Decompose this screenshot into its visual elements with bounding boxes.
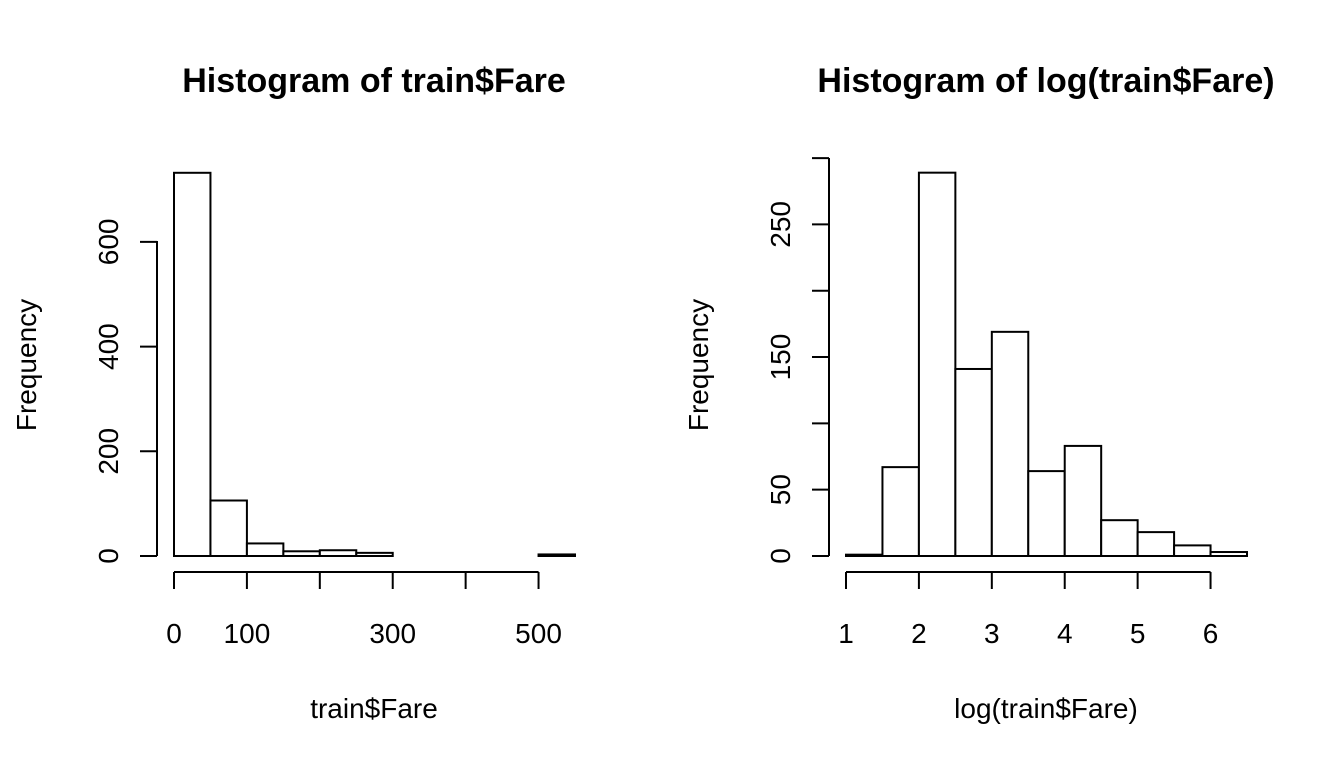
- histogram-bar: [1100, 519, 1139, 557]
- histogram-bar: [355, 551, 394, 558]
- y-axis-title: Frequency: [11, 299, 42, 431]
- histogram-bar: [173, 171, 212, 557]
- x-tick-label: 0: [166, 618, 182, 649]
- histogram-bar: [954, 367, 993, 557]
- x-tick-label: 1: [838, 618, 854, 649]
- y-tick-label: 0: [765, 548, 796, 564]
- y-tick-label: 400: [93, 323, 124, 370]
- y-tick-label: 600: [93, 219, 124, 266]
- y-tick-label: 200: [93, 428, 124, 475]
- x-tick-label: 100: [224, 618, 271, 649]
- histogram-fare-panel: Histogram of train$Fare 0 100 300 500 0 200 400…: [11, 62, 577, 724]
- y-tick-label: 150: [765, 334, 796, 381]
- histogram-bar: [318, 549, 358, 558]
- x-tick-label: 5: [1130, 618, 1146, 649]
- histogram-bar: [245, 542, 285, 557]
- histogram-bar: [881, 466, 920, 557]
- histogram-log-fare-panel: Histogram of log(train$Fare) 1 2 3 4 5 6 0 50 150…: [683, 62, 1275, 724]
- x-tick-label: 500: [515, 618, 562, 649]
- x-axis-title: train$Fare: [310, 693, 438, 724]
- histogram-bar: [990, 330, 1030, 558]
- histogram-bar: [1136, 531, 1176, 558]
- histogram-bar: [1063, 444, 1103, 558]
- histogram-bar: [1173, 544, 1212, 557]
- histogram-bar: [1209, 551, 1248, 558]
- x-tick-label: 6: [1203, 618, 1219, 649]
- histogram-bar: [1027, 470, 1066, 558]
- histogram-bar: [845, 553, 884, 557]
- x-axis-title: log(train$Fare): [954, 693, 1138, 724]
- y-tick-label: 250: [765, 201, 796, 248]
- histogram-bar: [537, 553, 577, 558]
- histogram-bar: [282, 550, 321, 558]
- histogram-bar: [209, 499, 248, 558]
- chart-title: Histogram of train$Fare: [182, 62, 566, 100]
- chart-title: Histogram of log(train$Fare): [817, 62, 1274, 100]
- x-tick-label: 2: [911, 618, 927, 649]
- y-axis-title: Frequency: [683, 299, 714, 431]
- y-tick-label: 0: [93, 548, 124, 564]
- histogram-bar: [917, 171, 957, 557]
- x-tick-label: 300: [369, 618, 416, 649]
- y-tick-label: 50: [765, 474, 796, 505]
- x-tick-label: 3: [984, 618, 1000, 649]
- x-tick-label: 4: [1057, 618, 1073, 649]
